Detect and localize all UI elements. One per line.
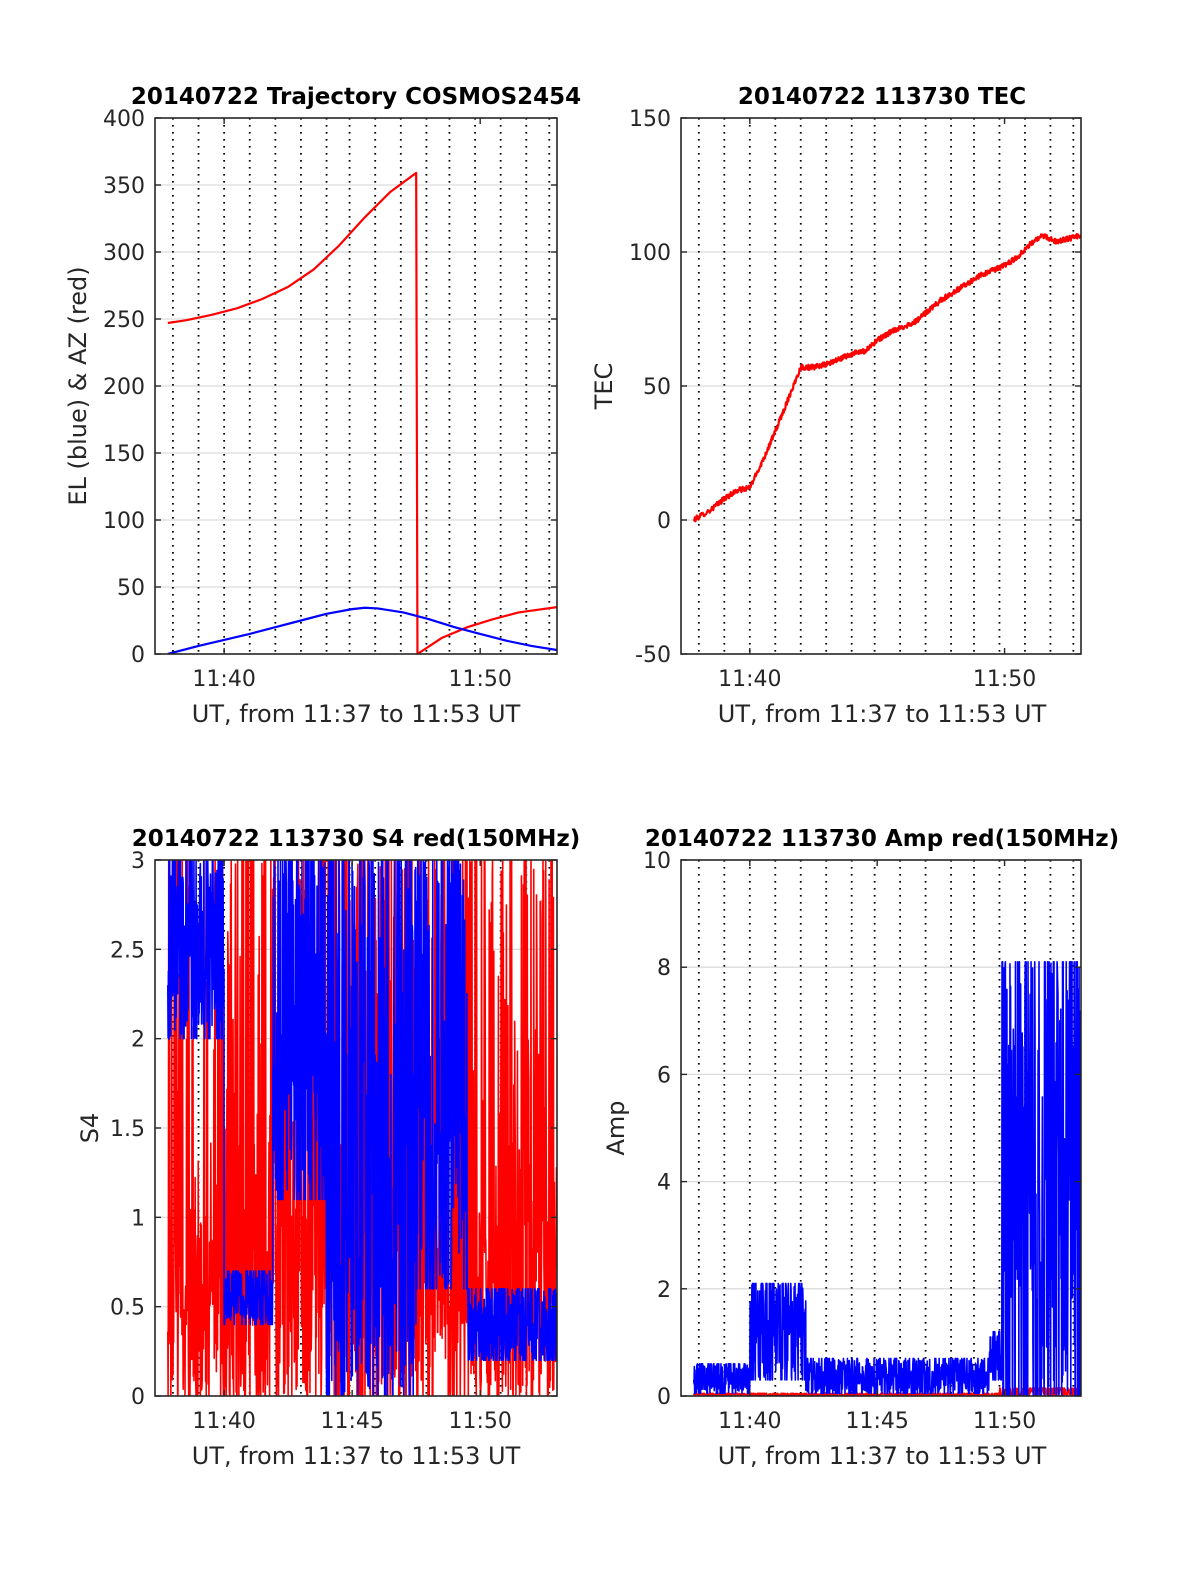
blue-series-line (167, 860, 557, 1396)
y-tick-label: 350 (103, 174, 145, 199)
y-tick-label: 0.5 (110, 1296, 145, 1321)
y-tick-label: 200 (103, 375, 145, 400)
y-tick-label: 150 (629, 107, 671, 132)
y-axis-label: S4 (76, 1113, 104, 1144)
x-tick-label: 11:50 (448, 1409, 511, 1434)
y-tick-label: 0 (657, 1385, 671, 1410)
y-tick-label: 250 (103, 308, 145, 333)
x-tick-label: 11:40 (192, 667, 255, 692)
y-tick-label: 50 (117, 576, 145, 601)
x-tick-label: 11:40 (718, 667, 781, 692)
y-tick-label: 100 (103, 509, 145, 534)
y-tick-label: 8 (657, 956, 671, 981)
x-tick-label: 11:45 (845, 1409, 908, 1434)
x-tick-label: 11:50 (973, 1409, 1036, 1434)
y-tick-label: -50 (635, 643, 671, 668)
y-tick-label: 150 (103, 442, 145, 467)
y-axis-label: EL (blue) & AZ (red) (64, 266, 92, 505)
blue-series-line (167, 606, 557, 654)
x-axis-label: UT, from 11:37 to 11:53 UT (718, 1442, 1047, 1470)
y-tick-label: 0 (657, 509, 671, 534)
x-axis-label: UT, from 11:37 to 11:53 UT (718, 700, 1047, 728)
y-tick-label: 6 (657, 1063, 671, 1088)
tec-panel: 20140722 113730 TEC -50 0 50 100 150 11:40 11:… (590, 84, 1082, 728)
y-tick-label: 2 (657, 1278, 671, 1303)
y-axis-label: Amp (602, 1100, 630, 1155)
amp-panel: 20140722 113730 Amp red(150MHz) 0 2 4 6 8 10 1… (602, 826, 1119, 1470)
y-tick-label: 300 (103, 241, 145, 266)
y-tick-label: 4 (657, 1171, 671, 1196)
y-tick-label: 2.5 (110, 938, 145, 963)
chart-title: 20140722 113730 TEC (738, 84, 1026, 110)
chart-title: 20140722 113730 S4 red(150MHz) (132, 826, 581, 852)
y-tick-label: 400 (103, 107, 145, 132)
y-tick-label: 3 (131, 849, 145, 874)
chart-title: 20140722 Trajectory COSMOS2454 (131, 84, 581, 110)
blue-series-line (692, 961, 1081, 1396)
red-series-line (692, 233, 1081, 523)
red-series-line (167, 171, 557, 654)
y-tick-label: 0 (131, 1385, 145, 1410)
x-tick-label: 11:40 (718, 1409, 781, 1434)
plot-frame (680, 859, 1082, 1397)
y-tick-label: 50 (643, 375, 671, 400)
y-axis-label: TEC (590, 363, 618, 411)
x-tick-label: 11:45 (320, 1409, 383, 1434)
y-tick-label: 10 (643, 849, 671, 874)
y-tick-label: 100 (629, 241, 671, 266)
trajectory-panel: 20140722 Trajectory COSMOS2454 0 50 100 150… (64, 84, 581, 728)
x-tick-label: 11:40 (192, 1409, 255, 1434)
x-tick-label: 11:50 (973, 667, 1036, 692)
x-axis-label: UT, from 11:37 to 11:53 UT (192, 1442, 521, 1470)
x-axis-label: UT, from 11:37 to 11:53 UT (192, 700, 521, 728)
x-tick-label: 11:50 (448, 667, 511, 692)
y-tick-label: 0 (131, 643, 145, 668)
chart-title: 20140722 113730 Amp red(150MHz) (645, 826, 1119, 852)
y-tick-label: 2 (131, 1028, 145, 1053)
s4-panel: 20140722 113730 S4 red(150MHz) 0 0.5 1 1.5 2… (76, 826, 580, 1470)
y-tick-label: 1 (131, 1206, 145, 1231)
y-tick-label: 1.5 (110, 1117, 145, 1142)
